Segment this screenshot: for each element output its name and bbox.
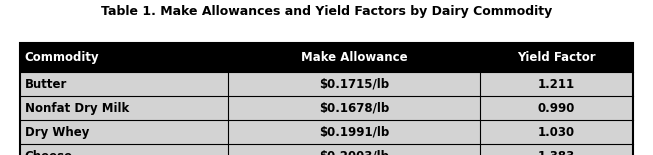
- Text: Dry Whey: Dry Whey: [25, 126, 89, 139]
- Text: Yield Factor: Yield Factor: [517, 51, 596, 64]
- Text: 0.990: 0.990: [538, 102, 575, 115]
- Text: Butter: Butter: [25, 78, 67, 91]
- Text: $0.1678/lb: $0.1678/lb: [319, 102, 389, 115]
- Text: 1.211: 1.211: [538, 78, 575, 91]
- Text: $0.1991/lb: $0.1991/lb: [319, 126, 389, 139]
- Text: $0.2003/lb: $0.2003/lb: [319, 150, 389, 155]
- Text: Nonfat Dry Milk: Nonfat Dry Milk: [25, 102, 129, 115]
- Text: Make Allowance: Make Allowance: [301, 51, 407, 64]
- Text: Table 1. Make Allowances and Yield Factors by Dairy Commodity: Table 1. Make Allowances and Yield Facto…: [101, 5, 552, 18]
- Text: Cheese: Cheese: [25, 150, 73, 155]
- Text: 1.383: 1.383: [538, 150, 575, 155]
- Text: $0.1715/lb: $0.1715/lb: [319, 78, 389, 91]
- Text: 1.030: 1.030: [538, 126, 575, 139]
- Text: Commodity: Commodity: [25, 51, 99, 64]
